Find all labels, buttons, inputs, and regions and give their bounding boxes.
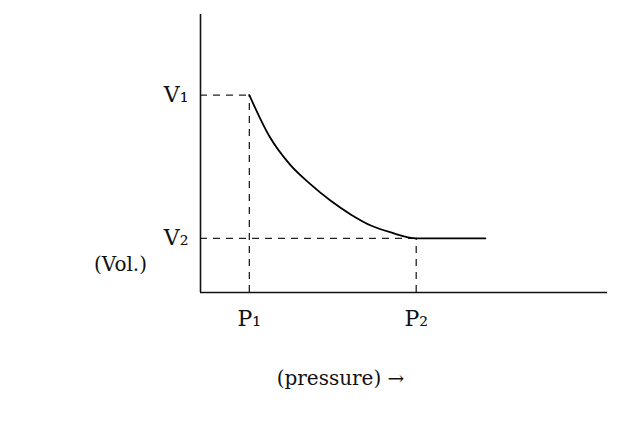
svg-text:(Vol.): (Vol.) <box>94 252 147 276</box>
svg-text:P₂: P₂ <box>404 306 428 331</box>
svg-text:V₁: V₁ <box>163 82 189 107</box>
svg-text:V₂: V₂ <box>163 225 189 250</box>
svg-text:(pressure) →: (pressure) → <box>277 366 405 390</box>
svg-text:P₁: P₁ <box>238 306 262 331</box>
